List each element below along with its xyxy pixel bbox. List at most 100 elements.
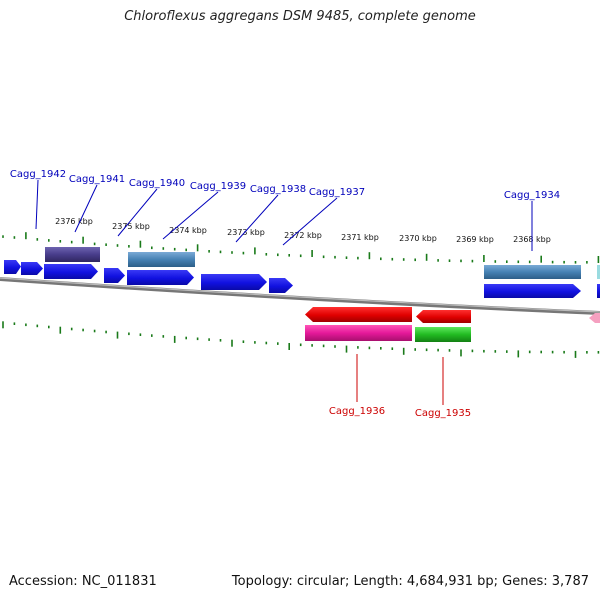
minor-tick [25,323,27,327]
minor-tick [551,260,554,264]
forward-cds-arrow[interactable] [597,284,600,298]
minor-tick [265,253,268,256]
gene-label-forward[interactable]: Cagg_1940 [129,178,185,189]
minor-tick [48,239,50,242]
gene-label-forward[interactable]: Cagg_1937 [309,187,365,198]
minor-tick [540,350,542,354]
scale-label: 2370 kbp [399,234,437,243]
minor-tick [334,255,336,259]
minor-tick [368,346,371,350]
minor-tick [13,236,16,239]
minor-tick [414,348,416,351]
major-tick [597,256,600,263]
minor-tick [448,259,451,262]
gene-label-reverse[interactable]: Cagg_1935 [415,408,471,419]
major-tick [368,252,371,260]
minor-tick [597,351,600,354]
minor-tick [299,343,302,347]
genome-backbone [0,277,600,315]
major-tick [116,331,119,339]
minor-tick [311,344,313,347]
forward-cds-arrow[interactable] [21,262,43,275]
minor-tick [208,250,210,253]
minor-tick [116,244,119,247]
forward-cds-arrow[interactable] [127,270,194,285]
minor-tick [254,341,256,344]
minor-tick [36,238,39,241]
scale-labels: 2376 kbp 2375 kbp 2374 kbp 2373 kbp 2372… [55,217,551,244]
feature-steel[interactable] [128,252,195,267]
gene-label-forward[interactable]: Cagg_1934 [504,190,560,201]
forward-cds-arrow[interactable] [269,278,293,293]
minor-tick [59,240,62,243]
minor-tick [105,243,107,246]
minor-tick [437,348,439,352]
forward-label-leaders [35,179,533,251]
minor-tick [506,350,508,353]
major-tick [540,255,542,263]
forward-cds-arrow[interactable] [4,260,21,274]
feature-cyan[interactable] [597,265,600,279]
major-tick [288,343,290,350]
gene-label-forward[interactable]: Cagg_1941 [69,174,125,185]
minor-tick [448,349,451,352]
gene-label-forward[interactable]: Cagg_1939 [190,181,246,192]
scale-label: 2376 kbp [55,217,93,226]
minor-tick [299,254,302,258]
minor-tick [586,261,588,264]
reverse-cds-arrow[interactable] [589,313,600,323]
minor-tick [563,260,565,264]
major-tick [345,345,348,353]
minor-tick [471,259,474,263]
minor-tick [345,256,348,259]
minor-tick [139,333,142,336]
minor-tick [185,336,187,340]
major-tick [196,244,199,252]
minor-tick [425,348,428,352]
gene-label-forward[interactable]: Cagg_1938 [250,184,306,195]
scale-label: 2371 kbp [341,233,379,242]
minor-tick [460,259,462,263]
feature-steel[interactable] [484,265,581,279]
reverse-cds-arrow[interactable] [305,307,412,322]
minor-tick [151,246,153,250]
minor-tick [506,260,508,263]
major-tick [517,350,520,358]
major-tick [173,335,176,343]
minor-tick [494,260,497,263]
minor-tick [402,258,405,261]
minor-tick [93,329,96,333]
minor-tick [196,337,199,341]
minor-tick [219,339,222,342]
minor-tick [494,350,497,353]
minor-tick [357,346,359,349]
forward-cds-arrow[interactable] [484,284,581,298]
minor-tick [231,251,233,254]
gene-label-reverse[interactable]: Cagg_1936 [329,406,385,417]
minor-tick [277,342,279,345]
minor-tick [13,322,16,325]
minor-tick [322,255,325,259]
minor-tick [574,261,577,264]
minor-tick [185,248,187,252]
map-title: Chloroflexus aggregans DSM 9485, complet… [124,9,476,24]
minor-tick [586,351,588,354]
forward-cds-arrow[interactable] [201,274,267,290]
minor-tick [380,257,382,261]
minor-tick [105,330,107,334]
minor-tick [242,340,245,343]
major-tick [402,347,405,355]
gene-label-forward[interactable]: Cagg_1942 [10,169,66,180]
minor-tick [242,251,245,255]
forward-cds-arrow[interactable] [44,264,98,279]
minor-tick [528,350,531,354]
reverse-cds-track [305,307,600,323]
feature-pink[interactable] [305,325,412,341]
major-tick [460,349,462,357]
major-tick [425,253,428,261]
reverse-cds-arrow[interactable] [416,310,471,323]
feature-purple[interactable] [45,247,100,262]
major-tick [254,247,256,255]
forward-cds-arrow[interactable] [104,268,125,283]
feature-green[interactable] [415,327,471,342]
